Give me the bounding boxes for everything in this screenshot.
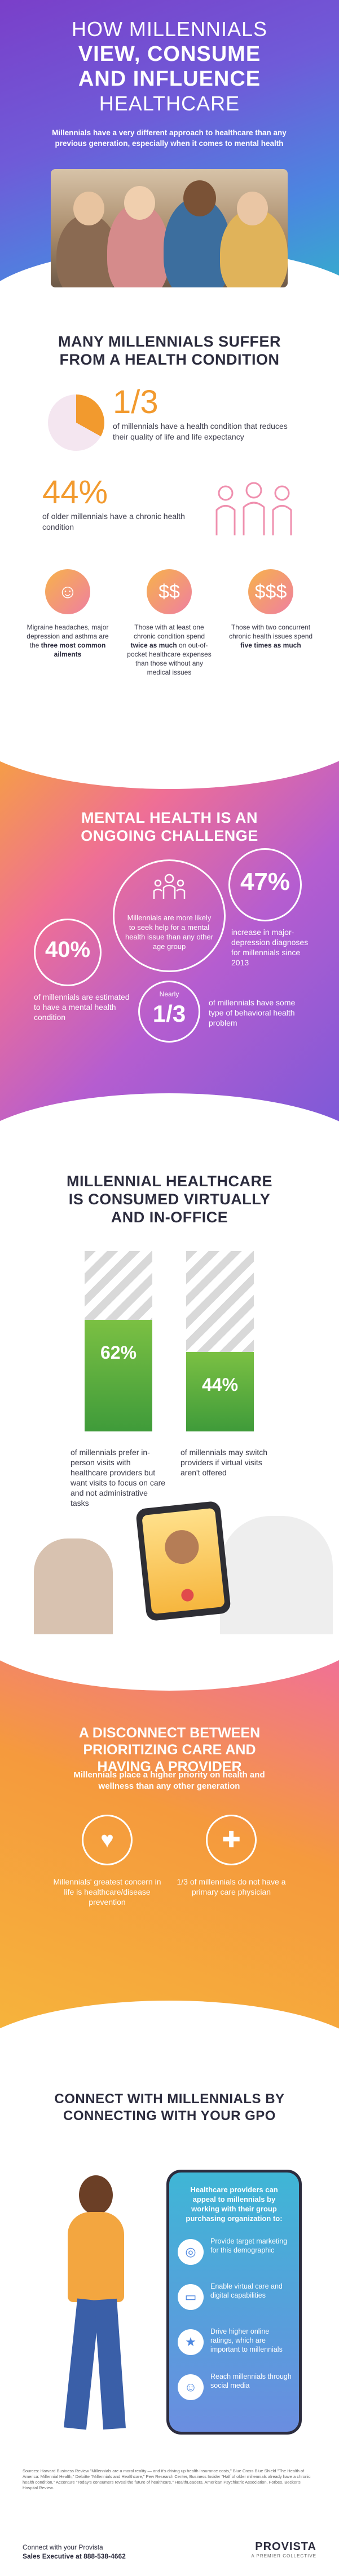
provista-logo: PROVISTA A PREMIER COLLECTIVE	[251, 2540, 316, 2559]
people-circle-icon	[152, 871, 186, 905]
hero-title-line4: HEALTHCARE	[99, 92, 240, 115]
stat-one-third-text: of millennials have some type of behavio…	[209, 998, 296, 1027]
mental-health-title: MENTAL HEALTH IS AN ONGOING CHALLENGE	[81, 809, 258, 844]
ring-47	[228, 848, 302, 921]
head-brain-icon: ☺	[45, 569, 90, 614]
hero-group-photo	[51, 169, 288, 287]
disease-prevention-caption: Millennials' greatest concern in life is…	[53, 1877, 161, 1906]
bar-62-percent: 62%	[85, 1251, 152, 1431]
gpo-item-virtual-care: ▭ Enable virtual care and digital capabi…	[178, 2280, 293, 2319]
phone-panel: Healthcare providers can appeal to mille…	[166, 2170, 302, 2435]
gpo-item-target-marketing: ◎ Provide target marketing for this demo…	[178, 2234, 293, 2274]
sources-footnote: Sources: Harvard Business Review "Millen…	[23, 2468, 311, 2490]
primary-care-caption: 1/3 of millennials do not have a primary…	[177, 1877, 286, 1896]
gpo-item-social-media: ☺ Reach millennials through social media	[178, 2370, 293, 2409]
mental-health-section: MENTAL HEALTH IS AN ONGOING CHALLENGE Mi…	[0, 733, 339, 1138]
virtual-care-section: MILLENNIAL HEALTHCARE IS CONSUMED VIRTUA…	[0, 1138, 339, 1634]
ring-one-third	[138, 981, 200, 1043]
people-group-icon	[209, 479, 299, 541]
heartbeat-icon: ♥	[82, 1815, 133, 1865]
bar-fill: 44%	[186, 1352, 254, 1431]
stat-text: of older millennials have a chronic heal…	[42, 512, 185, 531]
virtual-care-title: MILLENNIAL HEALTHCARE IS CONSUMED VIRTUA…	[67, 1173, 272, 1226]
gpo-title: CONNECT WITH MILLENNIALS BY CONNECTING W…	[54, 2091, 285, 2123]
tablet-device	[135, 1500, 232, 1622]
seek-help-text: Millennials are more likely to seek help…	[125, 914, 214, 951]
person-with-phone-illustration	[34, 2175, 158, 2440]
hero-title: HOW MILLENNIALS VIEW, CONSUME AND INFLUE…	[0, 17, 339, 116]
disconnect-section: A DISCONNECT BETWEEN PRIORITIZING CARE A…	[0, 1634, 339, 2040]
stat-40-value: 40%	[45, 937, 91, 962]
stat-one-third: 1/3 of millennials have a health conditi…	[113, 383, 293, 442]
money-stack-icon: $$$	[248, 569, 293, 614]
bar-value-label: 62%	[100, 1342, 137, 1363]
laptop-icon: ▭	[178, 2284, 204, 2310]
hero-title-line2: VIEW, CONSUME	[78, 42, 261, 66]
bar-fill: 62%	[85, 1320, 152, 1431]
phone-heading: Healthcare providers can appeal to mille…	[186, 2185, 283, 2223]
tablet-video-call-illustration	[34, 1500, 333, 1634]
gpo-section: CONNECT WITH MILLENNIALS BY CONNECTING W…	[0, 2040, 339, 2576]
stat-text: of millennials have a health condition t…	[113, 422, 288, 441]
hero-section: HOW MILLENNIALS VIEW, CONSUME AND INFLUE…	[0, 0, 339, 316]
footer: Connect with your Provista Sales Executi…	[0, 2536, 339, 2576]
bar-44-percent: 44%	[186, 1251, 254, 1431]
twice-as-much-caption: Those with at least one chronic conditio…	[127, 623, 212, 676]
stat-one-third-value: 1/3	[152, 1000, 186, 1027]
hero-title-line3: AND INFLUENCE	[78, 67, 261, 91]
stat-40-text: of millennials are estimated to have a m…	[34, 992, 130, 1022]
stat-47-text: increase in major-depression diagnoses f…	[231, 928, 309, 967]
ailments-caption: Migraine headaches, major depression and…	[27, 623, 109, 658]
nearly-label: Nearly	[159, 990, 179, 998]
connect-info: Connect with your Provista Sales Executi…	[23, 2543, 126, 2560]
gpo-item-online-ratings: ★ Drive higher online ratings, which are…	[178, 2325, 293, 2364]
money-bags-icon: $$	[147, 569, 192, 614]
stat-value: 44%	[42, 474, 108, 511]
stat-47-value: 47%	[240, 868, 290, 895]
one-third-pie-chart	[48, 394, 104, 451]
social-icon: ☺	[178, 2374, 204, 2400]
center-ring	[113, 859, 226, 972]
health-condition-section: MANY MILLENNIALS SUFFER FROM A HEALTH CO…	[0, 316, 339, 733]
stat-44-percent: 44% of older millennials have a chronic …	[42, 473, 200, 533]
hero-subtitle: Millennials have a very different approa…	[52, 128, 287, 148]
bar-44-caption: of millennials may switch providers if v…	[180, 1448, 268, 1477]
condition-title: MANY MILLENNIALS SUFFER FROM A HEALTH CO…	[58, 333, 281, 368]
star-icon: ★	[178, 2329, 204, 2355]
five-times-caption: Those with two concurrent chronic health…	[228, 623, 313, 649]
ring-40	[34, 919, 102, 986]
bar-62-caption: of millennials prefer in-person visits w…	[71, 1448, 166, 1508]
hero-title-line1: HOW MILLENNIALS	[71, 17, 268, 41]
bar-value-label: 44%	[201, 1375, 239, 1395]
disconnect-title: A DISCONNECT BETWEEN PRIORITIZING CARE A…	[78, 1725, 261, 1775]
doctor-icon: ✚	[206, 1815, 257, 1865]
stat-value: 1/3	[113, 384, 159, 420]
target-icon: ◎	[178, 2239, 204, 2265]
bar-remainder	[85, 1251, 152, 1320]
bar-remainder	[186, 1251, 254, 1352]
disconnect-subtitle: Millennials place a higher priority on h…	[73, 1770, 265, 1791]
